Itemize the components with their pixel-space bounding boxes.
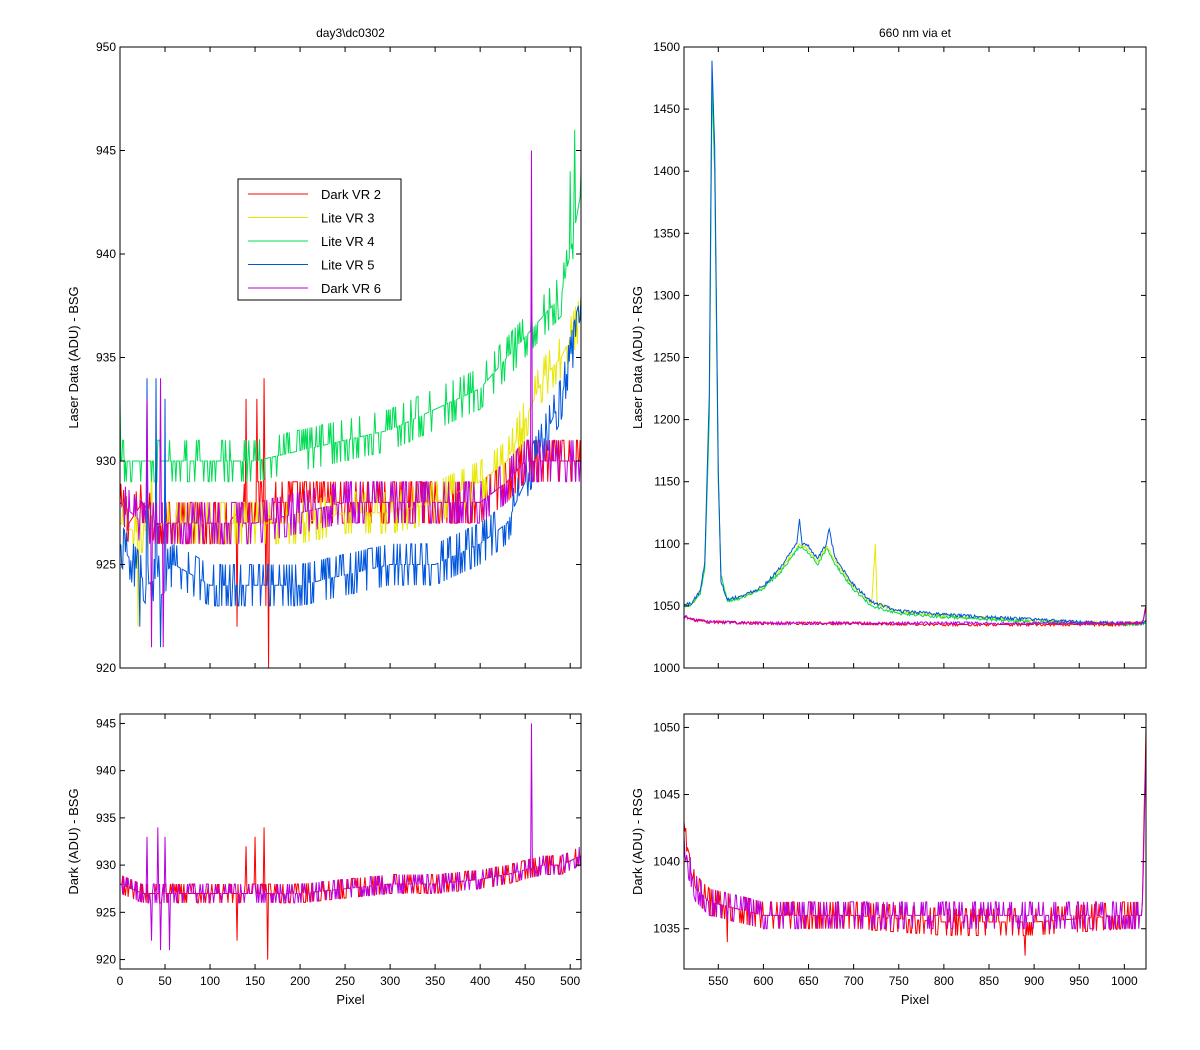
y-tick-label: 1050 xyxy=(653,599,680,613)
y-tick-label: 1200 xyxy=(653,413,680,427)
chart-bottom-right: 550 600 650 700 750 800 850 900 950 1000 1035 1040 1… xyxy=(630,713,1147,1007)
x-tick-label: 700 xyxy=(844,974,864,988)
x-tick-label: 650 xyxy=(799,974,819,988)
series-line-dark-vr-2 xyxy=(684,605,1146,628)
series-line-dark-vr-6 xyxy=(684,754,1146,930)
legend-entry: Dark VR 6 xyxy=(321,281,381,296)
y-tick-label: 1035 xyxy=(653,922,680,936)
y-tick-label: 1050 xyxy=(653,720,680,734)
legend-box xyxy=(237,178,402,301)
x-tick-label: 50 xyxy=(158,974,172,988)
x-tick-label: 850 xyxy=(979,974,999,988)
y-tick-label: 945 xyxy=(96,144,116,158)
x-tick-label: 250 xyxy=(335,974,355,988)
x-tick-label: 500 xyxy=(560,974,580,988)
y-tick-label: 950 xyxy=(96,40,116,54)
x-tick-label: 1000 xyxy=(1111,974,1138,988)
x-axis-label: Pixel xyxy=(901,992,929,1007)
x-tick-label: 750 xyxy=(889,974,909,988)
y-tick-label: 1000 xyxy=(653,661,680,675)
y-tick-label: 935 xyxy=(96,351,116,365)
x-tick-label: 300 xyxy=(380,974,400,988)
y-axis-label: Laser Data (ADU) - BSG xyxy=(66,286,81,428)
y-tick-label: 930 xyxy=(96,858,116,872)
x-tick-label: 550 xyxy=(708,974,728,988)
x-tick-label: 200 xyxy=(290,974,310,988)
legend-entry: Lite VR 3 xyxy=(321,211,374,226)
y-tick-label: 935 xyxy=(96,811,116,825)
y-axis-label: Dark (ADU) - BSG xyxy=(66,788,81,894)
x-tick-label: 450 xyxy=(515,974,535,988)
y-axis-label: Dark (ADU) - RSG xyxy=(630,788,645,895)
chart-title: day3\dc0302 xyxy=(316,26,385,40)
y-tick-label: 1450 xyxy=(653,102,680,116)
x-tick-label: 600 xyxy=(753,974,773,988)
y-tick-label: 1300 xyxy=(653,288,680,302)
y-axis-label: Laser Data (ADU) - RSG xyxy=(630,286,645,429)
x-tick-label: 0 xyxy=(117,974,124,988)
x-tick-label: 100 xyxy=(200,974,220,988)
y-tick-label: 1500 xyxy=(653,40,680,54)
panels: 920 925 930 935 940 945 950 day3\dc0302 Laser Da… xyxy=(66,26,1147,1007)
series-line-lite-vr-5 xyxy=(120,295,581,648)
legend-entry: Dark VR 2 xyxy=(321,187,381,202)
y-tick-label: 925 xyxy=(96,905,116,919)
x-axis-label: Pixel xyxy=(336,992,364,1007)
y-tick-label: 1045 xyxy=(653,788,680,802)
y-tick-label: 925 xyxy=(96,558,116,572)
x-tick-label: 350 xyxy=(425,974,445,988)
chart-top-left: 920 925 930 935 940 945 950 day3\dc0302 Laser Da… xyxy=(66,26,582,675)
series-line-dark-vr-6 xyxy=(684,608,1146,626)
y-tick-label: 930 xyxy=(96,454,116,468)
chart-bottom-left: 0 50 100 150 200 250 300 350 400 450 500 920 925 930 9… xyxy=(66,713,582,1007)
x-tick-label: 900 xyxy=(1024,974,1044,988)
axes-frame xyxy=(119,713,582,970)
x-tick-label: 400 xyxy=(470,974,490,988)
y-tick-label: 1040 xyxy=(653,855,680,869)
legend-entry: Lite VR 5 xyxy=(321,258,374,273)
y-tick-label: 1250 xyxy=(653,351,680,365)
series-line-lite-vr-4 xyxy=(120,129,581,483)
chart-top-right: 1000 1050 1100 1150 1200 1250 1300 1350 1400 1450… xyxy=(630,26,1147,675)
series-group xyxy=(684,727,1146,956)
y-tick-label: 1150 xyxy=(654,475,680,489)
x-tick-label: 150 xyxy=(245,974,265,988)
chart-title: 660 nm via et xyxy=(879,26,952,40)
y-tick-label: 1100 xyxy=(654,537,680,551)
y-tick-label: 940 xyxy=(96,764,116,778)
series-line-dark-vr-2 xyxy=(684,727,1146,956)
x-tick-label: 950 xyxy=(1069,974,1089,988)
series-line-dark-vr-6 xyxy=(120,723,581,951)
legend: Dark VR 2 Lite VR 3 Lite VR 4 Lite VR 5 Dark… xyxy=(237,178,402,301)
plot-area xyxy=(684,47,1146,668)
y-tick-label: 920 xyxy=(96,953,116,967)
axes-frame xyxy=(683,713,1147,970)
legend-entry: Lite VR 4 xyxy=(321,234,374,249)
series-group xyxy=(684,60,1146,628)
series-line-dark-vr-6 xyxy=(120,150,581,648)
y-tick-label: 1400 xyxy=(653,164,680,178)
y-tick-label: 920 xyxy=(96,661,116,675)
y-tick-label: 1350 xyxy=(653,226,680,240)
plot-area xyxy=(684,714,1146,969)
series-group xyxy=(120,723,581,960)
series-line-lite-vr-5 xyxy=(684,60,1146,626)
y-tick-label: 940 xyxy=(96,247,116,261)
plot-area xyxy=(120,714,581,969)
x-tick-label: 800 xyxy=(934,974,954,988)
series-line-lite-vr-3 xyxy=(120,295,581,627)
series-group xyxy=(120,129,581,668)
y-tick-label: 945 xyxy=(96,716,116,730)
